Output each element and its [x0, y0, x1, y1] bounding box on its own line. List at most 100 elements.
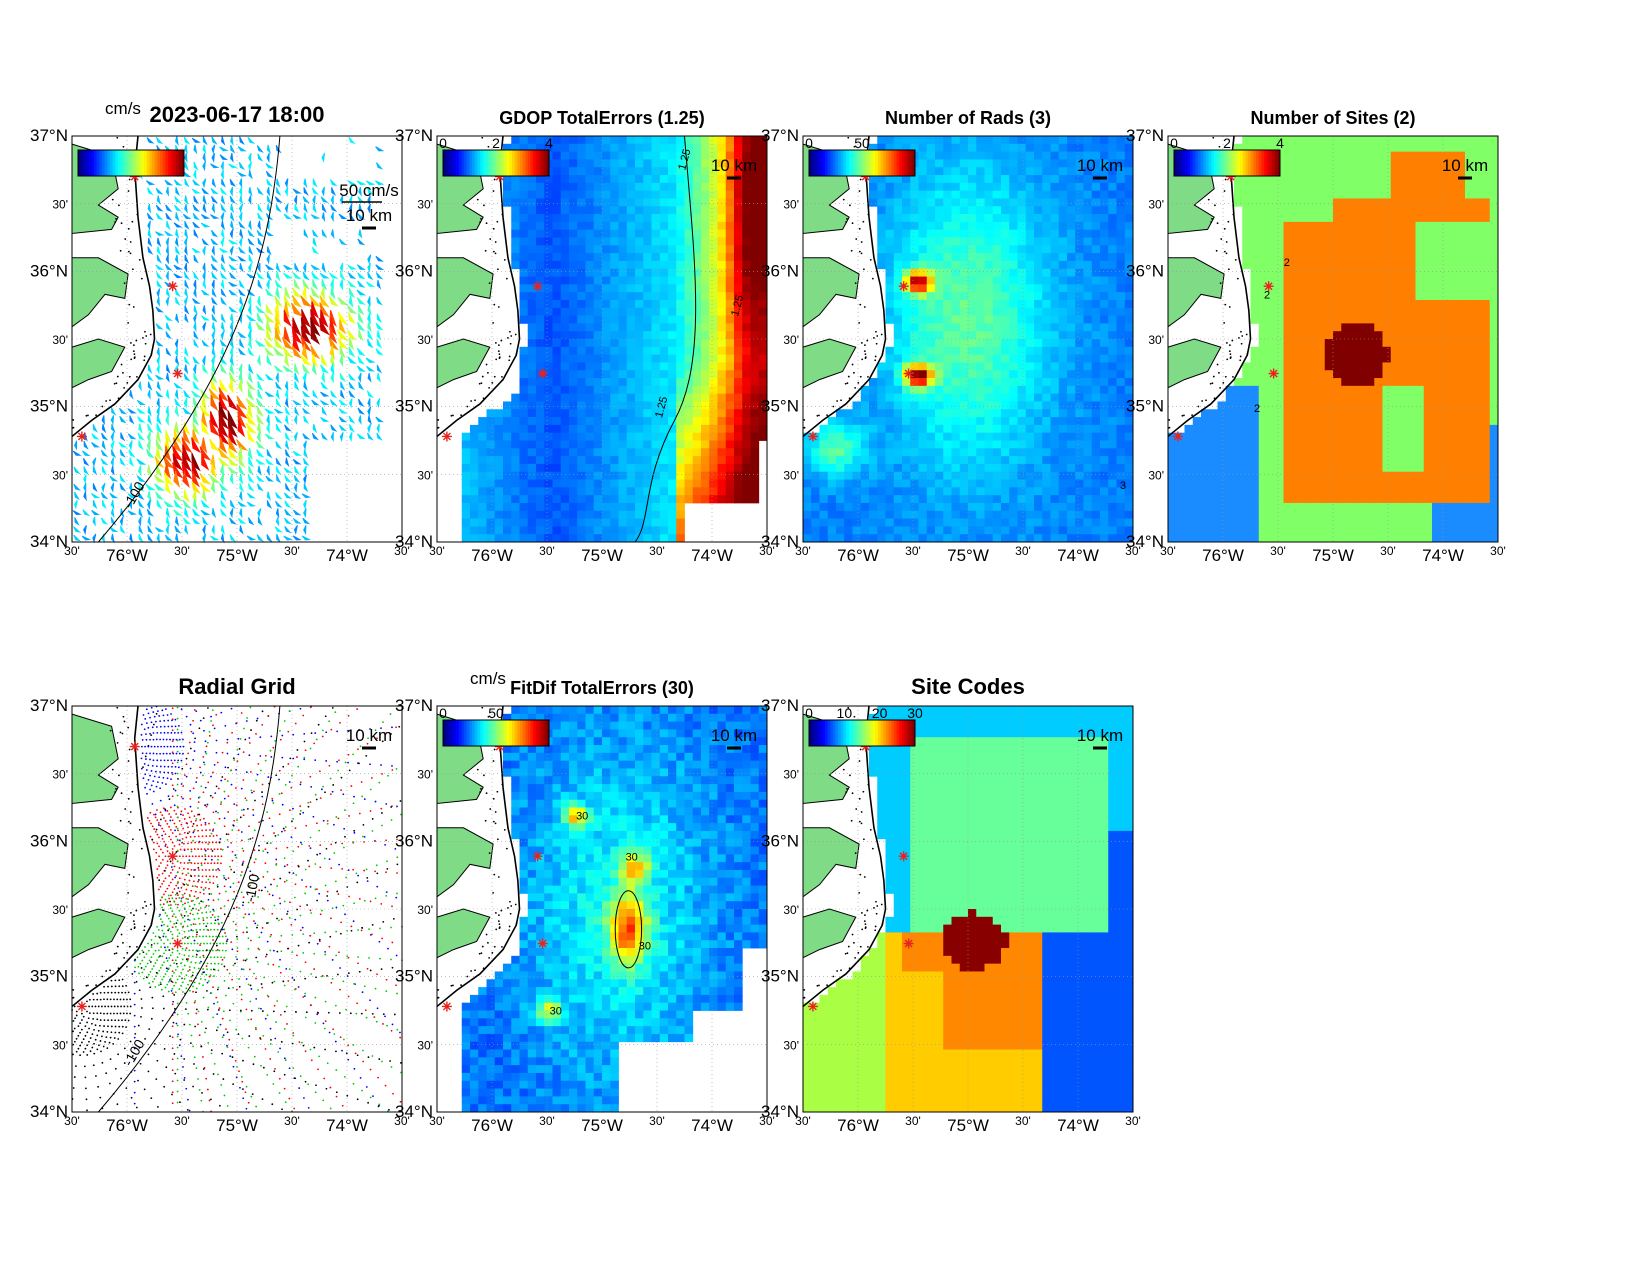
data-cell — [536, 479, 545, 488]
data-cell — [1091, 284, 1101, 293]
data-cell — [976, 339, 985, 348]
data-cell — [692, 471, 702, 480]
data-cell — [918, 175, 928, 184]
data-cell — [701, 182, 710, 192]
data-cell — [552, 221, 562, 231]
data-cell — [910, 393, 919, 402]
data-cell — [1091, 448, 1101, 457]
data-cell — [827, 495, 837, 504]
data-cell — [976, 378, 985, 387]
data-cell — [569, 370, 578, 379]
data-cell — [935, 253, 944, 262]
data-cell — [1025, 479, 1035, 488]
data-cell — [717, 471, 727, 480]
data-cell — [470, 471, 479, 480]
data-cell — [902, 331, 911, 340]
data-cell — [1009, 417, 1018, 426]
data-cell — [869, 456, 878, 465]
shoreline-dot — [505, 277, 508, 280]
current-vector — [138, 525, 144, 535]
data-cell — [943, 424, 952, 434]
data-cell — [527, 221, 537, 231]
current-vector — [191, 247, 202, 253]
data-cell — [910, 190, 919, 199]
data-cell — [1217, 456, 1227, 465]
current-vector — [193, 372, 199, 383]
data-cell — [968, 370, 977, 379]
data-cell — [811, 510, 820, 519]
data-cell — [709, 268, 718, 277]
data-cell — [503, 502, 512, 512]
shoreline-dot — [488, 386, 491, 389]
data-cell — [742, 268, 751, 277]
current-vector — [147, 203, 152, 214]
current-vector — [119, 457, 126, 467]
data-cell — [717, 385, 727, 395]
current-vector — [229, 245, 234, 256]
data-cell — [552, 448, 562, 457]
data-cell — [1009, 198, 1018, 207]
data-cell — [659, 229, 669, 238]
data-cell — [725, 432, 735, 441]
data-cell — [618, 346, 628, 356]
data-cell — [610, 463, 619, 473]
data-cell — [992, 237, 1002, 246]
current-vector — [165, 406, 170, 418]
data-cell — [717, 378, 727, 387]
current-vector — [220, 297, 227, 306]
data-cell — [1100, 299, 1109, 309]
data-cell — [725, 245, 735, 254]
data-cell — [717, 237, 727, 246]
data-cell — [852, 487, 862, 496]
data-cell — [758, 417, 768, 426]
data-cell — [659, 182, 669, 192]
data-cell — [852, 432, 862, 441]
shoreline-dot — [509, 342, 512, 345]
data-cell — [1017, 424, 1027, 434]
data-cell — [519, 136, 529, 145]
data-cell — [684, 479, 694, 488]
data-cell — [643, 331, 652, 340]
data-cell — [877, 221, 886, 231]
data-cell — [593, 323, 603, 332]
current-vector — [111, 423, 116, 434]
shoreline-dot — [145, 335, 148, 337]
data-cell — [717, 323, 727, 332]
data-cell — [668, 229, 677, 238]
data-cell — [560, 448, 570, 457]
current-vector — [239, 263, 244, 273]
data-cell — [844, 479, 853, 488]
data-cell — [668, 198, 677, 207]
data-cell — [1009, 354, 1018, 363]
shoreline-dot — [115, 382, 118, 385]
data-cell — [709, 229, 718, 238]
data-cell — [659, 292, 669, 301]
data-cell — [992, 268, 1002, 277]
data-cell — [527, 237, 537, 246]
current-vector — [183, 271, 191, 281]
data-cell — [527, 190, 537, 199]
data-cell — [877, 502, 886, 512]
current-vector — [127, 433, 137, 440]
data-cell — [926, 229, 936, 238]
panel-title: GDOP TotalErrors (1.25) — [499, 108, 704, 128]
data-cell — [536, 362, 545, 371]
current-vector — [257, 212, 264, 221]
data-cell — [709, 143, 718, 153]
current-vector — [228, 289, 238, 296]
data-cell — [1034, 237, 1043, 246]
data-cell — [959, 182, 969, 192]
data-cell — [626, 487, 636, 496]
data-cell — [1108, 510, 1117, 519]
data-cell — [643, 315, 652, 324]
data-cell — [943, 253, 952, 262]
data-cell — [552, 229, 562, 238]
current-vector — [210, 535, 220, 541]
data-cell — [494, 463, 504, 473]
shoreline-dot — [116, 136, 119, 139]
data-cell — [651, 260, 661, 270]
data-cell — [1025, 370, 1035, 379]
data-cell — [1017, 143, 1027, 153]
data-cell — [885, 253, 895, 262]
data-cell — [684, 253, 694, 262]
